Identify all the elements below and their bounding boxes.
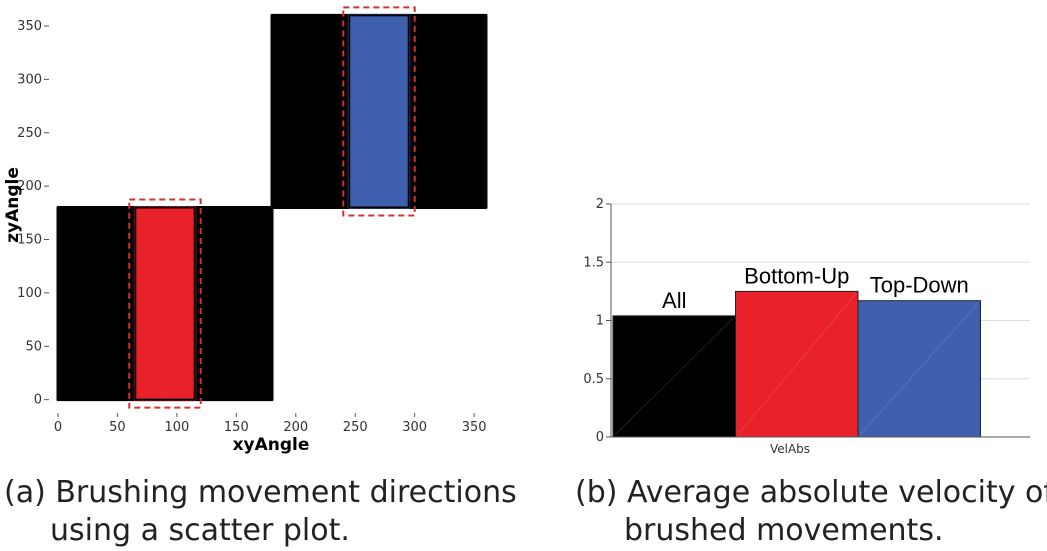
bar-label: Bottom-Up [744,263,849,288]
bar-chart: All Bottom-Up Top-Down 0 0.5 1 1.5 2 VelAbs [583,197,1030,456]
bar-label: Top-Down [870,273,969,298]
y-tick-label: 0.5 [583,372,604,387]
point-region-2 [133,206,197,402]
bar-bottom-up [735,290,859,438]
bar-diagonal-sheen [614,317,734,436]
y-tick-label: 100 [17,286,42,301]
scatter-plot: 0 50 100 150 200 250 300 350 0 50 100 150 200 250 300 3… [3,6,488,455]
y-tick-label: 250 [17,126,42,141]
bar-diagonal-sheen [737,293,857,436]
x-tick-label: 300 [402,420,427,435]
brush-outline-dashed-0 [128,198,202,409]
y-tick-label: 1.5 [583,255,604,270]
caption-b-line1: (b) Average absolute velocity of [575,475,1047,510]
bar-top-down [857,300,981,438]
brush-box-0 [134,206,196,401]
bar-label: All [662,288,686,313]
y-tick-label: 1 [596,314,604,329]
brush-outline-dashed-1 [342,6,416,217]
x-tick-label: 0 [54,420,62,435]
y-tick-label: 0 [34,393,42,408]
brush-box-1 [348,14,410,209]
bar-all [612,315,736,438]
y-tick-label: 2 [596,197,604,212]
bar-diagonal-sheen [859,302,979,436]
y-tick-label: 300 [17,72,42,87]
x-axis-label: xyAngle [233,435,310,455]
caption-a-line1: (a) Brushing movement directions [4,475,517,510]
y-tick-label: 200 [17,179,42,194]
y-tick-label: 150 [17,233,42,248]
x-tick-label: 100 [164,420,189,435]
caption-b-line2: brushed movements. [624,513,944,548]
x-tick-label: 50 [109,420,126,435]
x-tick-label: 350 [462,420,487,435]
x-tick-label: 250 [343,420,368,435]
x-tick-label: 150 [224,420,249,435]
x-tick-label: 200 [283,420,308,435]
x-axis-label: VelAbs [770,442,810,456]
y-axis-label: zyAngle [3,167,23,243]
y-tick-label: 50 [25,339,42,354]
y-tick-label: 350 [17,19,42,34]
point-region-3 [347,13,411,209]
y-tick-label: 0 [596,430,604,445]
caption-a-line2: using a scatter plot. [50,513,350,548]
